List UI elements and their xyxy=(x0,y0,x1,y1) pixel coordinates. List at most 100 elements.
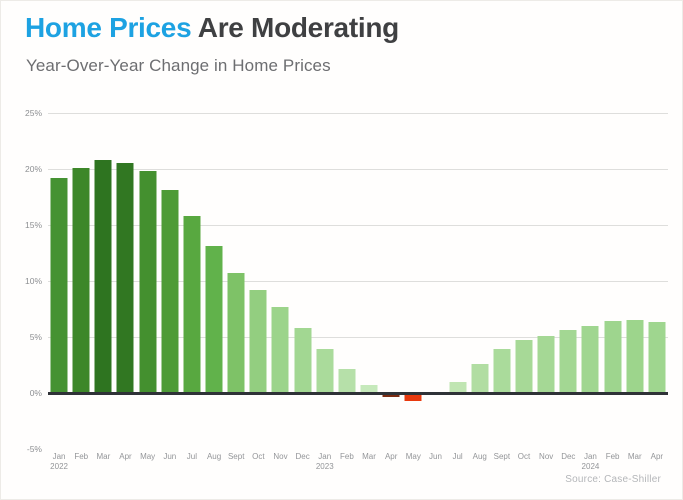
bar-slot xyxy=(269,113,291,449)
page-title-highlight: Home Prices xyxy=(25,12,192,43)
bar-sept- xyxy=(227,273,245,393)
plot-area xyxy=(48,113,668,449)
x-axis-label: Aug xyxy=(206,452,222,461)
bar-slot xyxy=(380,113,402,449)
x-axis-label: Feb xyxy=(74,452,89,461)
x-axis-label: May xyxy=(405,452,421,461)
bar-slot xyxy=(336,113,358,449)
bar-mar- xyxy=(360,385,378,393)
bar-sept- xyxy=(493,349,511,393)
bar-slot xyxy=(557,113,579,449)
bar-may- xyxy=(139,171,157,393)
bar-slot xyxy=(92,113,114,449)
bar-slot xyxy=(513,113,535,449)
bar-jan-2023 xyxy=(316,349,334,393)
bar-nov- xyxy=(271,306,289,393)
bar-may- xyxy=(404,395,422,401)
bar-slot xyxy=(225,113,247,449)
bar-feb- xyxy=(72,167,90,393)
bar-aug- xyxy=(471,363,489,393)
x-axis-label: Apr xyxy=(650,452,664,461)
bar-slot xyxy=(579,113,601,449)
x-axis-label: Sept xyxy=(493,452,511,461)
source-note: Source: Case-Shiller xyxy=(565,474,661,485)
zero-axis-line xyxy=(48,392,668,395)
page-subtitle: Year-Over-Year Change in Home Prices xyxy=(26,56,331,75)
x-axis-label: Jul xyxy=(452,452,463,461)
y-axis-label: 10% xyxy=(24,276,42,286)
x-axis-year-label: 2024 xyxy=(581,462,600,472)
bar-feb- xyxy=(604,321,622,393)
gridline-20 xyxy=(48,169,668,170)
y-axis-label: 15% xyxy=(24,220,42,230)
bar-dec- xyxy=(559,330,577,393)
y-axis-label: 20% xyxy=(24,164,42,174)
bar-slot xyxy=(402,113,424,449)
gridline-25 xyxy=(48,113,668,114)
x-axis-label: Jul xyxy=(186,452,198,461)
bar-slot xyxy=(469,113,491,449)
bar-jan-2022 xyxy=(50,177,68,393)
x-axis-label: Jun xyxy=(429,452,442,461)
x-axis-label: Mar xyxy=(96,452,111,461)
y-axis-label: 0% xyxy=(29,388,42,398)
x-axis-label: Jan 2024 xyxy=(579,452,601,473)
x-axis-label: Mar xyxy=(362,452,376,461)
x-axis-label: Nov xyxy=(273,452,288,461)
y-axis-label: -5% xyxy=(26,444,42,454)
bar-slot xyxy=(159,113,181,449)
y-axis-label: 5% xyxy=(29,332,42,342)
x-axis-year-label: 2023 xyxy=(315,462,334,472)
x-axis-label: Dec xyxy=(295,452,310,461)
x-axis-year-label: 2022 xyxy=(50,462,68,472)
x-axis-label: Oct xyxy=(252,452,265,461)
bar-slot xyxy=(491,113,513,449)
bar-slot xyxy=(358,113,380,449)
bar-mar- xyxy=(626,320,644,393)
bar-jan-2024 xyxy=(581,325,599,393)
bar-jul- xyxy=(183,216,201,393)
bar-aug- xyxy=(205,246,223,393)
bar-slot xyxy=(247,113,269,449)
x-axis-label: Nov xyxy=(539,452,554,461)
x-axis-label: Mar xyxy=(627,452,642,461)
x-axis-label: Jun xyxy=(163,452,177,461)
gridline-10 xyxy=(48,281,668,282)
x-axis-label: Feb xyxy=(340,452,354,461)
x-axis-label: Apr xyxy=(384,452,398,461)
y-axis-label: 25% xyxy=(24,108,42,118)
bar-slot xyxy=(70,113,92,449)
bar-apr- xyxy=(116,163,134,393)
bar-mar- xyxy=(94,160,112,393)
bar-slot xyxy=(602,113,624,449)
gridline-5 xyxy=(48,337,668,338)
x-axis: Jan 2022 Feb Mar Apr May Jun Jul Aug Sept Oct Nov De… xyxy=(48,452,668,473)
bar-slot xyxy=(424,113,446,449)
x-axis-label: Aug xyxy=(472,452,487,461)
bar-slot xyxy=(447,113,469,449)
bar-slot xyxy=(48,113,70,449)
x-axis-label: Dec xyxy=(561,452,576,461)
bar-nov- xyxy=(537,335,555,393)
bar-slot xyxy=(646,113,668,449)
bar-oct- xyxy=(249,289,267,393)
page-title-rest: Are Moderating xyxy=(191,12,399,43)
bar-apr- xyxy=(648,322,666,393)
x-axis-label: Oct xyxy=(517,452,531,461)
bar-apr- xyxy=(382,395,400,398)
bar-oct- xyxy=(515,340,533,393)
x-axis-label: Feb xyxy=(605,452,620,461)
x-axis-label: Jan 2022 xyxy=(48,452,70,473)
bar-slot xyxy=(137,113,159,449)
bar-slot xyxy=(203,113,225,449)
bar-slot xyxy=(314,113,336,449)
x-axis-label: May xyxy=(140,452,156,461)
bar-jun- xyxy=(161,190,179,393)
x-axis-label: Jan 2023 xyxy=(314,452,336,473)
x-axis-label: Apr xyxy=(119,452,132,461)
bar-slot xyxy=(292,113,314,449)
bar-slot xyxy=(535,113,557,449)
bar-slot xyxy=(114,113,136,449)
